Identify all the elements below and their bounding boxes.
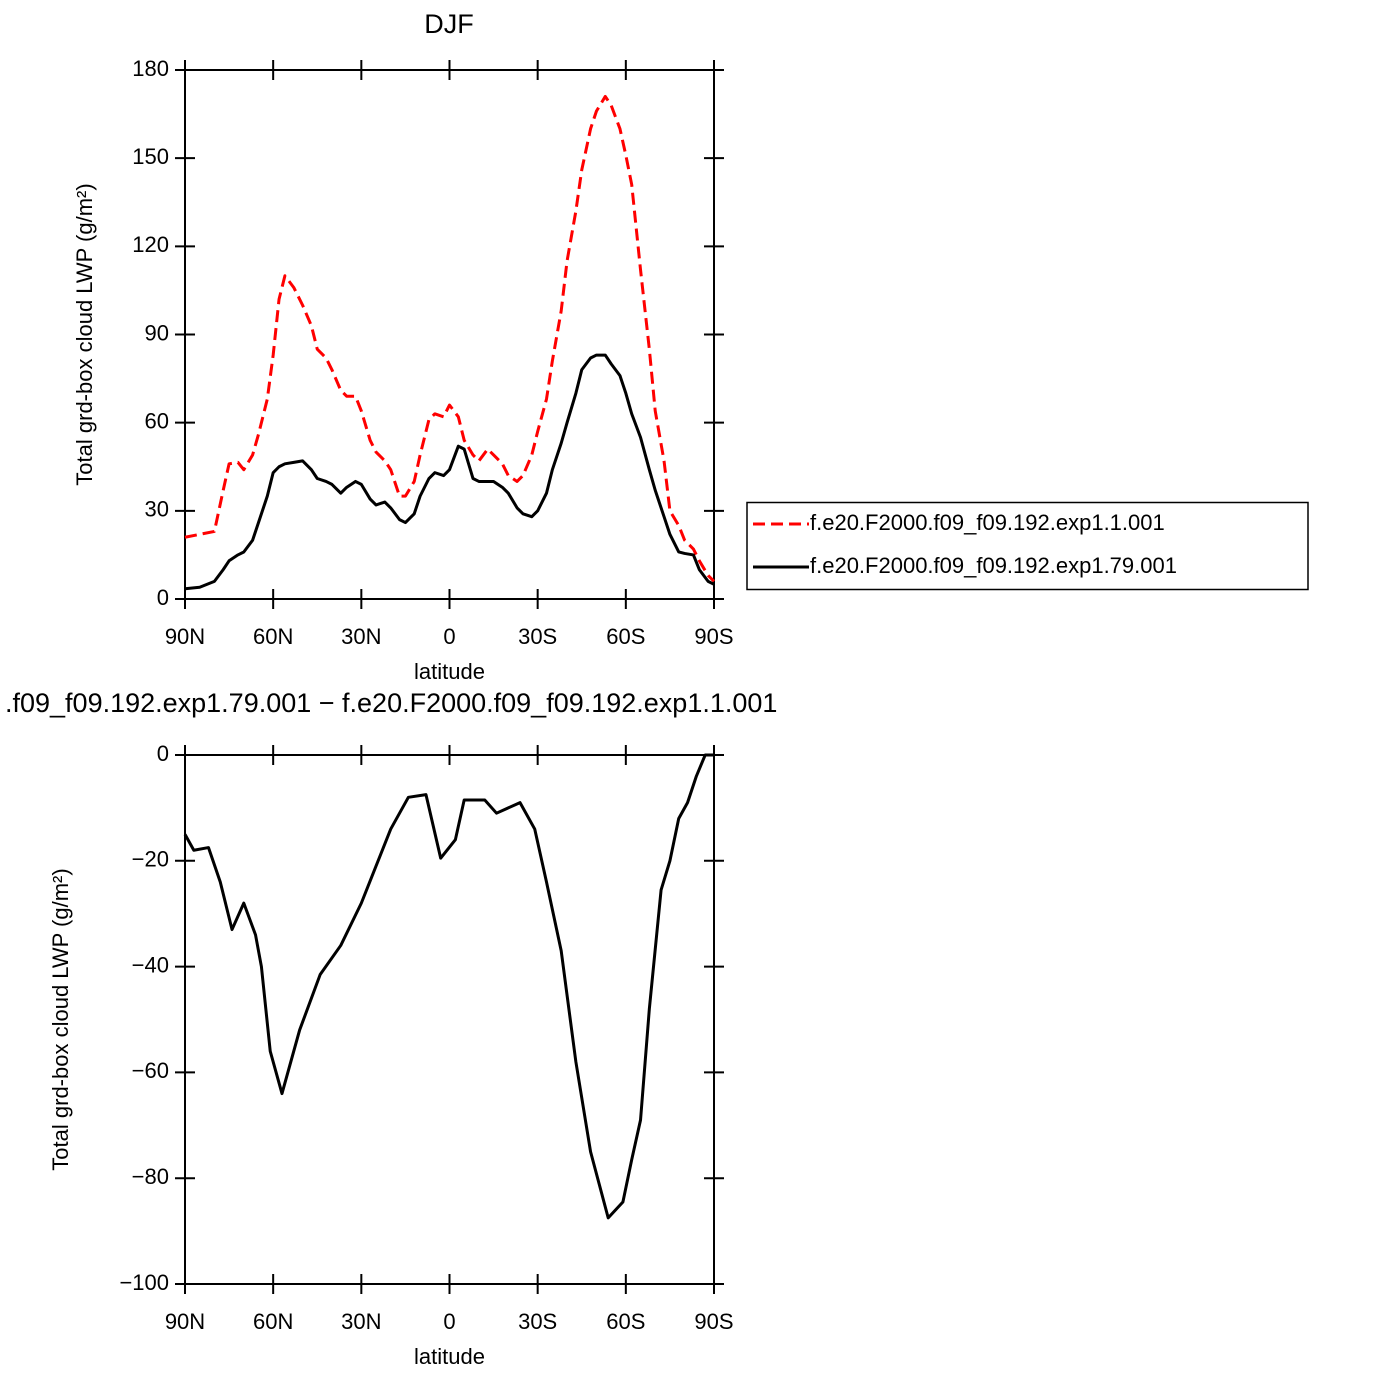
y-tick-label: −40: [132, 952, 169, 977]
x-tick-label: 90N: [165, 1309, 205, 1334]
legend-label: f.e20.F2000.f09_f09.192.exp1.1.001: [810, 510, 1165, 535]
x-tick-label: 30N: [341, 1309, 381, 1334]
y-tick-label: −20: [132, 847, 169, 872]
y-tick-label: 0: [157, 585, 169, 610]
chart-title: DJF: [424, 9, 474, 39]
x-axis-label: latitude: [414, 659, 485, 684]
plot-frame: [184, 69, 715, 600]
chart-title: .f09_f09.192.exp1.79.001 − f.e20.F2000.f…: [5, 688, 777, 718]
x-tick-label: 90S: [694, 1309, 733, 1334]
y-tick-label: 150: [132, 144, 169, 169]
x-tick-label: 90S: [694, 624, 733, 649]
y-axis-label: Total grd-box cloud LWP (g/m²): [72, 183, 97, 485]
y-axis-label: Total grd-box cloud LWP (g/m²): [48, 868, 73, 1170]
x-tick-label: 30S: [518, 1309, 557, 1334]
y-tick-label: −100: [119, 1270, 169, 1295]
x-tick-label: 60N: [253, 624, 293, 649]
y-tick-label: 120: [132, 232, 169, 257]
x-tick-label: 0: [443, 1309, 455, 1334]
data-line: [183, 753, 714, 1220]
data-line: [184, 353, 715, 591]
x-tick-label: 0: [443, 624, 455, 649]
legend-box: [746, 501, 1309, 591]
data-line: [184, 94, 716, 583]
y-tick-label: 90: [145, 320, 169, 345]
x-tick-label: 60N: [253, 1309, 293, 1334]
plot-frame: [184, 754, 715, 1285]
y-tick-label: 60: [145, 408, 169, 433]
x-tick-label: 30N: [341, 624, 381, 649]
x-tick-label: 90N: [165, 624, 205, 649]
y-tick-label: −80: [132, 1164, 169, 1189]
y-tick-label: 180: [132, 56, 169, 81]
x-tick-label: 60S: [606, 624, 645, 649]
y-tick-label: 0: [157, 741, 169, 766]
x-tick-label: 60S: [606, 1309, 645, 1334]
y-tick-label: −60: [132, 1058, 169, 1083]
x-axis-label: latitude: [414, 1344, 485, 1369]
x-tick-label: 30S: [518, 624, 557, 649]
y-tick-label: 30: [145, 497, 169, 522]
legend-label: f.e20.F2000.f09_f09.192.exp1.79.001: [810, 553, 1177, 578]
